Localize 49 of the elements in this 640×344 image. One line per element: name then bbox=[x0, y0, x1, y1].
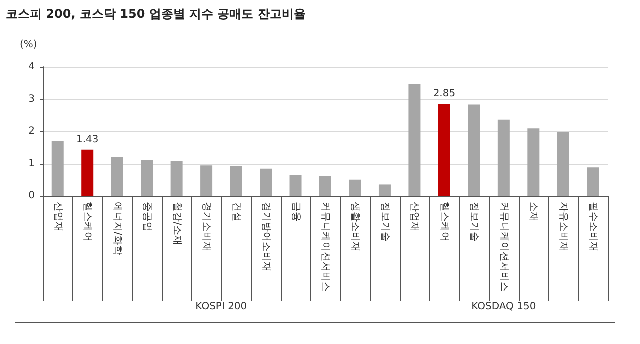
x-tick-label: 정보기술 bbox=[379, 202, 390, 242]
text: KOSPI 200 bbox=[196, 302, 248, 312]
bar bbox=[528, 128, 540, 196]
bar bbox=[498, 120, 510, 196]
bar bbox=[320, 176, 332, 196]
bar bbox=[557, 132, 570, 196]
bar bbox=[408, 84, 421, 196]
bar bbox=[52, 141, 64, 196]
x-tick-label: 자유소비재 bbox=[558, 202, 569, 252]
y-tick-label: 3 bbox=[28, 94, 35, 105]
x-tick-label: 중공업 bbox=[142, 202, 153, 232]
x-tick-label: 경기소비재 bbox=[201, 202, 212, 252]
bar bbox=[349, 180, 362, 196]
x-tick-label: 소재 bbox=[528, 202, 540, 222]
x-tick-label: 필수소비재 bbox=[588, 202, 599, 252]
bar bbox=[587, 168, 600, 196]
x-tick-label: 건설 bbox=[230, 202, 242, 222]
bar bbox=[141, 160, 154, 196]
bar bbox=[230, 166, 242, 196]
bar bbox=[200, 166, 213, 196]
x-tick-label: 철강/소재 bbox=[171, 202, 182, 246]
x-tick-label: 커뮤니케이션서비스 bbox=[320, 202, 331, 292]
x-tick-label: 산업재 bbox=[52, 202, 64, 232]
x-tick-label: 에너지/화학 bbox=[112, 202, 123, 256]
x-tick-label: 경기방어소비재 bbox=[260, 202, 272, 272]
y-tick-label: 2 bbox=[28, 126, 35, 137]
x-tick-label: 산업재 bbox=[409, 202, 420, 232]
x-tick-label: 헬스케어 bbox=[438, 202, 450, 242]
x-tick-label: 커뮤니케이션서비스 bbox=[498, 202, 510, 292]
y-axis-title: (%) bbox=[20, 40, 38, 50]
bar bbox=[378, 184, 391, 196]
chart-title: 코스피 200, 코스닥 150 업종별 지수 공매도 잔고비율 bbox=[6, 7, 306, 21]
y-tick-label: 0 bbox=[28, 190, 35, 202]
bar bbox=[468, 104, 480, 196]
bar bbox=[290, 175, 302, 196]
bar bbox=[82, 150, 94, 196]
text: KOSDAQ 150 bbox=[472, 302, 536, 312]
x-tick-label: 정보기술 bbox=[468, 202, 480, 242]
x-tick-label: 생활소비재 bbox=[350, 202, 361, 252]
data-label: 2.85 bbox=[433, 88, 456, 100]
data-label: 1.43 bbox=[76, 134, 99, 146]
bar bbox=[170, 161, 183, 196]
y-tick-label: 4 bbox=[28, 62, 35, 72]
bar bbox=[438, 104, 450, 196]
bar bbox=[111, 157, 124, 196]
y-tick-label: 1 bbox=[28, 158, 35, 170]
x-tick-label: 금융 bbox=[290, 202, 302, 222]
x-tick-label: 헬스케어 bbox=[82, 202, 94, 242]
bar bbox=[260, 168, 272, 196]
